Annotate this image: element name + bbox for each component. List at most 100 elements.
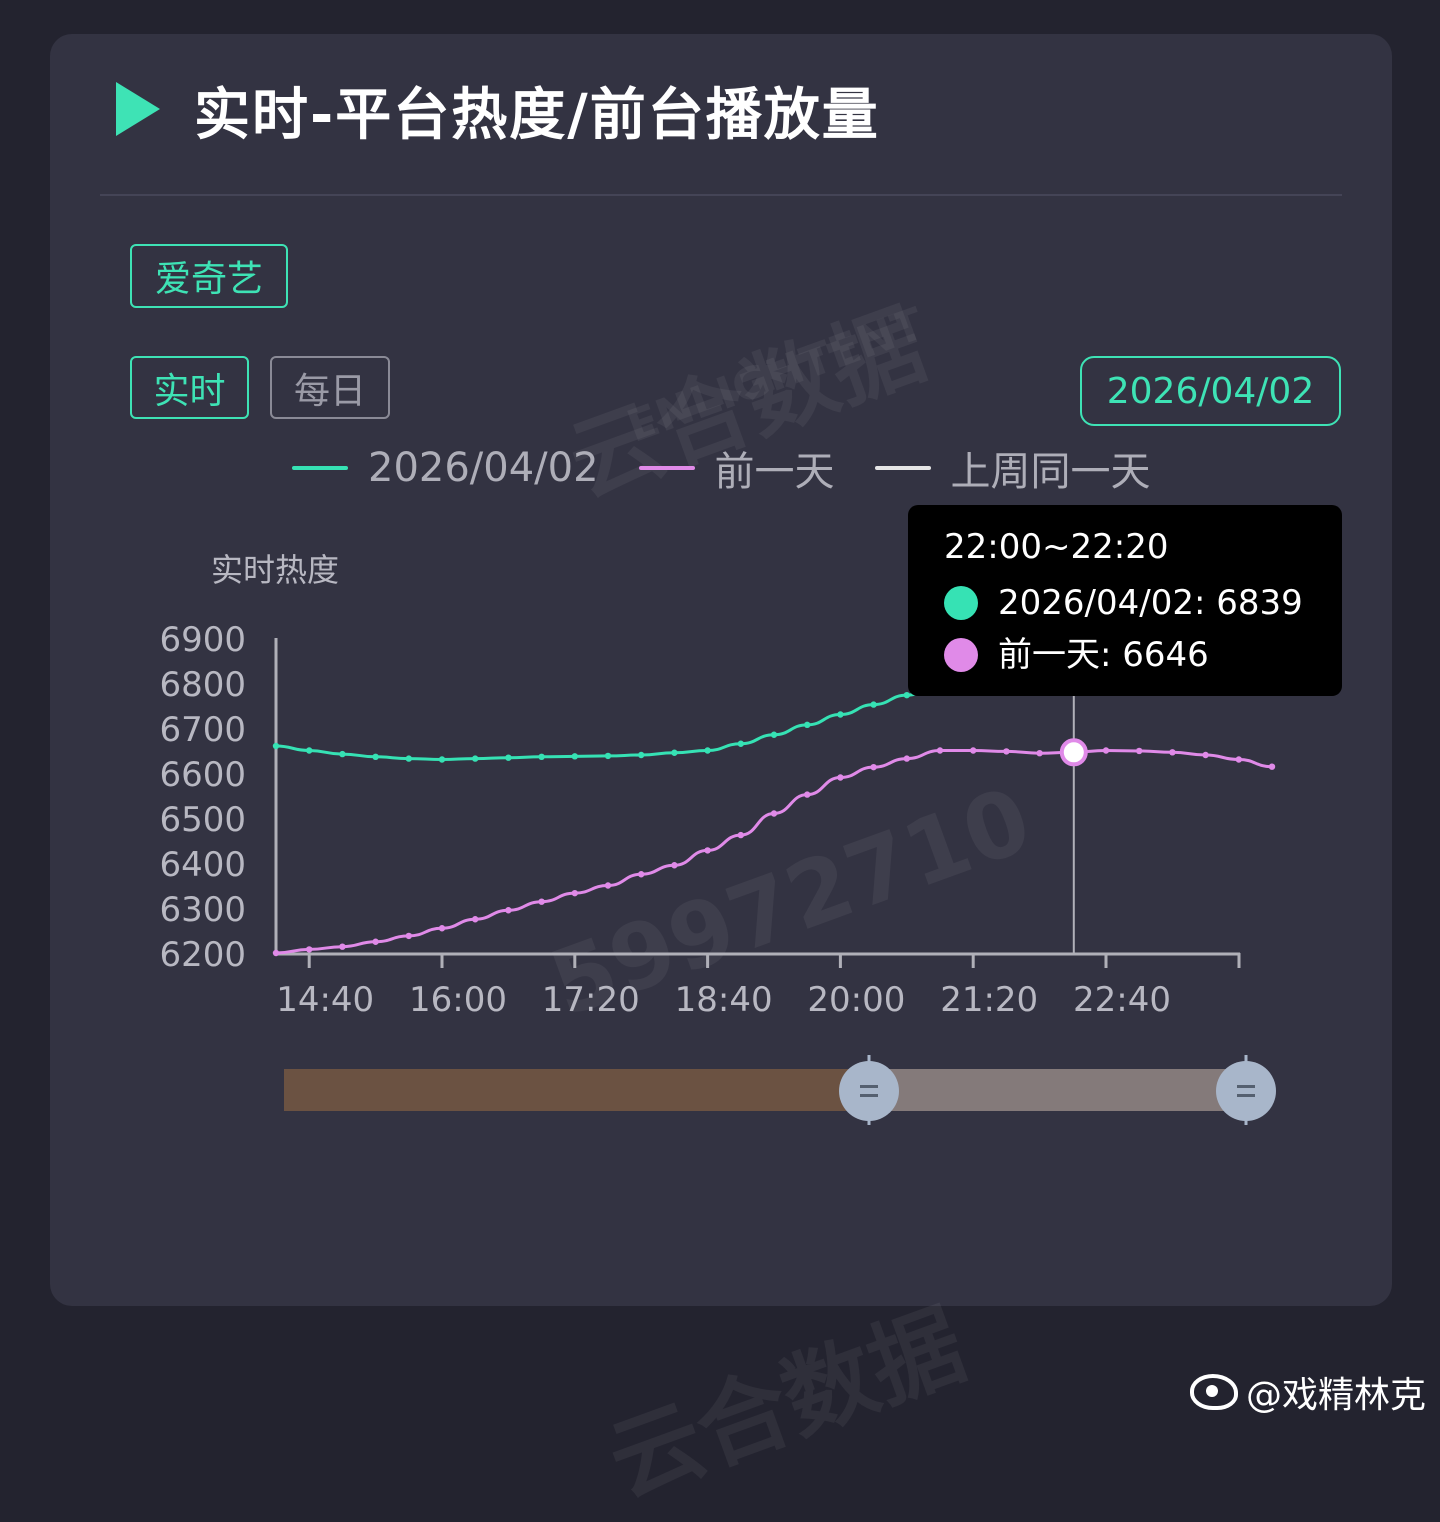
legend-label: 2026/04/02	[368, 445, 599, 491]
series-point	[770, 731, 778, 738]
x-tick-label: 18:40	[675, 980, 773, 1020]
series-point	[438, 925, 446, 932]
x-tick-label: 21:20	[940, 980, 1038, 1020]
series-point	[870, 763, 877, 771]
series-point	[903, 755, 910, 762]
series-point	[372, 938, 379, 945]
series-point	[671, 862, 678, 869]
series-point	[405, 755, 412, 762]
x-tick-label: 16:00	[409, 980, 507, 1020]
page-title: 实时-平台热度/前台播放量	[194, 83, 880, 148]
series-point	[472, 755, 479, 762]
tab-realtime[interactable]: 实时	[130, 356, 249, 419]
series-point	[837, 774, 844, 781]
series-point	[936, 747, 944, 754]
series-point	[405, 932, 412, 940]
tooltip-row-today: 2026/04/02: 6839	[944, 577, 1306, 629]
series-point	[804, 721, 811, 729]
divider	[100, 194, 1342, 196]
platform-chip-iqiyi[interactable]: 爱奇艺	[130, 244, 288, 308]
legend-label: 上周同一天	[950, 449, 1151, 495]
legend-swatch	[638, 466, 695, 470]
legend-label: 前一天	[714, 449, 835, 495]
series-point	[770, 810, 778, 817]
series-point	[505, 907, 512, 914]
series-point	[1268, 763, 1276, 770]
legend-item-last-week[interactable]: 上周同一天	[874, 439, 1151, 497]
tooltip-row-prev-day: 前一天: 6646	[944, 629, 1306, 681]
y-tick-label: 6500	[159, 800, 246, 840]
tooltip-title: 22:00~22:20	[944, 527, 1169, 567]
zoom-handle-right[interactable]	[1216, 1061, 1276, 1121]
series-point	[571, 889, 578, 897]
series-point	[1003, 748, 1010, 755]
y-tick-label: 6600	[159, 755, 246, 795]
series-point	[704, 847, 711, 854]
tooltip-dot	[944, 638, 978, 672]
series-point	[704, 747, 711, 754]
x-tick-label: 17:20	[542, 980, 640, 1020]
series-point	[1235, 756, 1243, 763]
series-point	[604, 882, 612, 889]
y-axis-label: 实时热度	[211, 551, 339, 589]
series-point	[903, 691, 910, 699]
series-point	[604, 752, 612, 760]
y-tick-label: 6900	[159, 620, 246, 660]
series-point	[1136, 747, 1143, 755]
series-point	[1202, 751, 1209, 759]
legend-item-today[interactable]: 2026/04/02	[292, 445, 599, 491]
date-picker-button[interactable]: 2026/04/02	[1080, 356, 1341, 426]
series-point	[638, 751, 645, 759]
series-point	[1169, 749, 1176, 756]
tooltip-value: 前一天: 6646	[998, 635, 1209, 675]
series-point	[671, 749, 678, 756]
y-tick-label: 6200	[159, 935, 246, 975]
x-tick-label: 22:40	[1073, 980, 1171, 1020]
series-point	[737, 831, 744, 839]
hover-marker	[1059, 738, 1088, 767]
line-chart[interactable]: 实时热度 6200 6300 6400 6500 6600 6700 6800 6900 14:4…	[0, 0, 1440, 1422]
series-point	[638, 871, 645, 878]
zoom-track-window	[870, 1069, 1248, 1111]
chart-tooltip: 22:00~22:20 2026/04/02: 6839 前一天: 6646	[908, 505, 1342, 696]
legend-swatch	[292, 466, 348, 470]
series-point	[737, 740, 744, 747]
tab-daily[interactable]: 每日	[270, 356, 390, 419]
chart-legend: 2026/04/02 前一天 上周同一天	[292, 440, 1191, 496]
series-point	[804, 791, 811, 798]
series-point	[538, 753, 545, 760]
x-tick-label: 14:40	[276, 980, 374, 1020]
footer-credit-text: @戏精林克	[1245, 1375, 1426, 1416]
y-tick-label: 6300	[159, 890, 246, 930]
series-point	[571, 753, 578, 760]
series-point	[339, 750, 346, 758]
series-point	[306, 946, 313, 953]
series-point	[538, 898, 545, 905]
legend-item-prev-day[interactable]: 前一天	[638, 439, 835, 497]
zoom-handle-left[interactable]	[839, 1061, 899, 1121]
series-point	[339, 943, 346, 950]
series-point	[505, 754, 512, 761]
tooltip-dot	[944, 586, 978, 620]
play-icon	[116, 82, 160, 136]
series-point	[372, 753, 379, 760]
tooltip-value: 2026/04/02: 6839	[998, 583, 1303, 623]
series-point	[1102, 747, 1110, 754]
footer-credit: @戏精林克	[1189, 1366, 1426, 1418]
y-tick-label: 6800	[159, 665, 246, 705]
y-tick-label: 6700	[159, 710, 246, 750]
series-point	[272, 949, 280, 957]
series-point	[438, 756, 446, 763]
legend-swatch	[874, 466, 931, 470]
y-tick-label: 6400	[159, 845, 246, 885]
series-point	[970, 747, 977, 754]
weibo-icon	[1189, 1374, 1238, 1410]
series-point	[472, 916, 479, 923]
series-line-1	[275, 748, 1273, 955]
series-point	[306, 747, 313, 754]
series-point	[870, 701, 877, 708]
series-point	[272, 742, 280, 750]
x-tick-label: 20:00	[807, 980, 905, 1020]
series-point	[1036, 750, 1043, 757]
zoom-track-selected	[284, 1069, 874, 1111]
